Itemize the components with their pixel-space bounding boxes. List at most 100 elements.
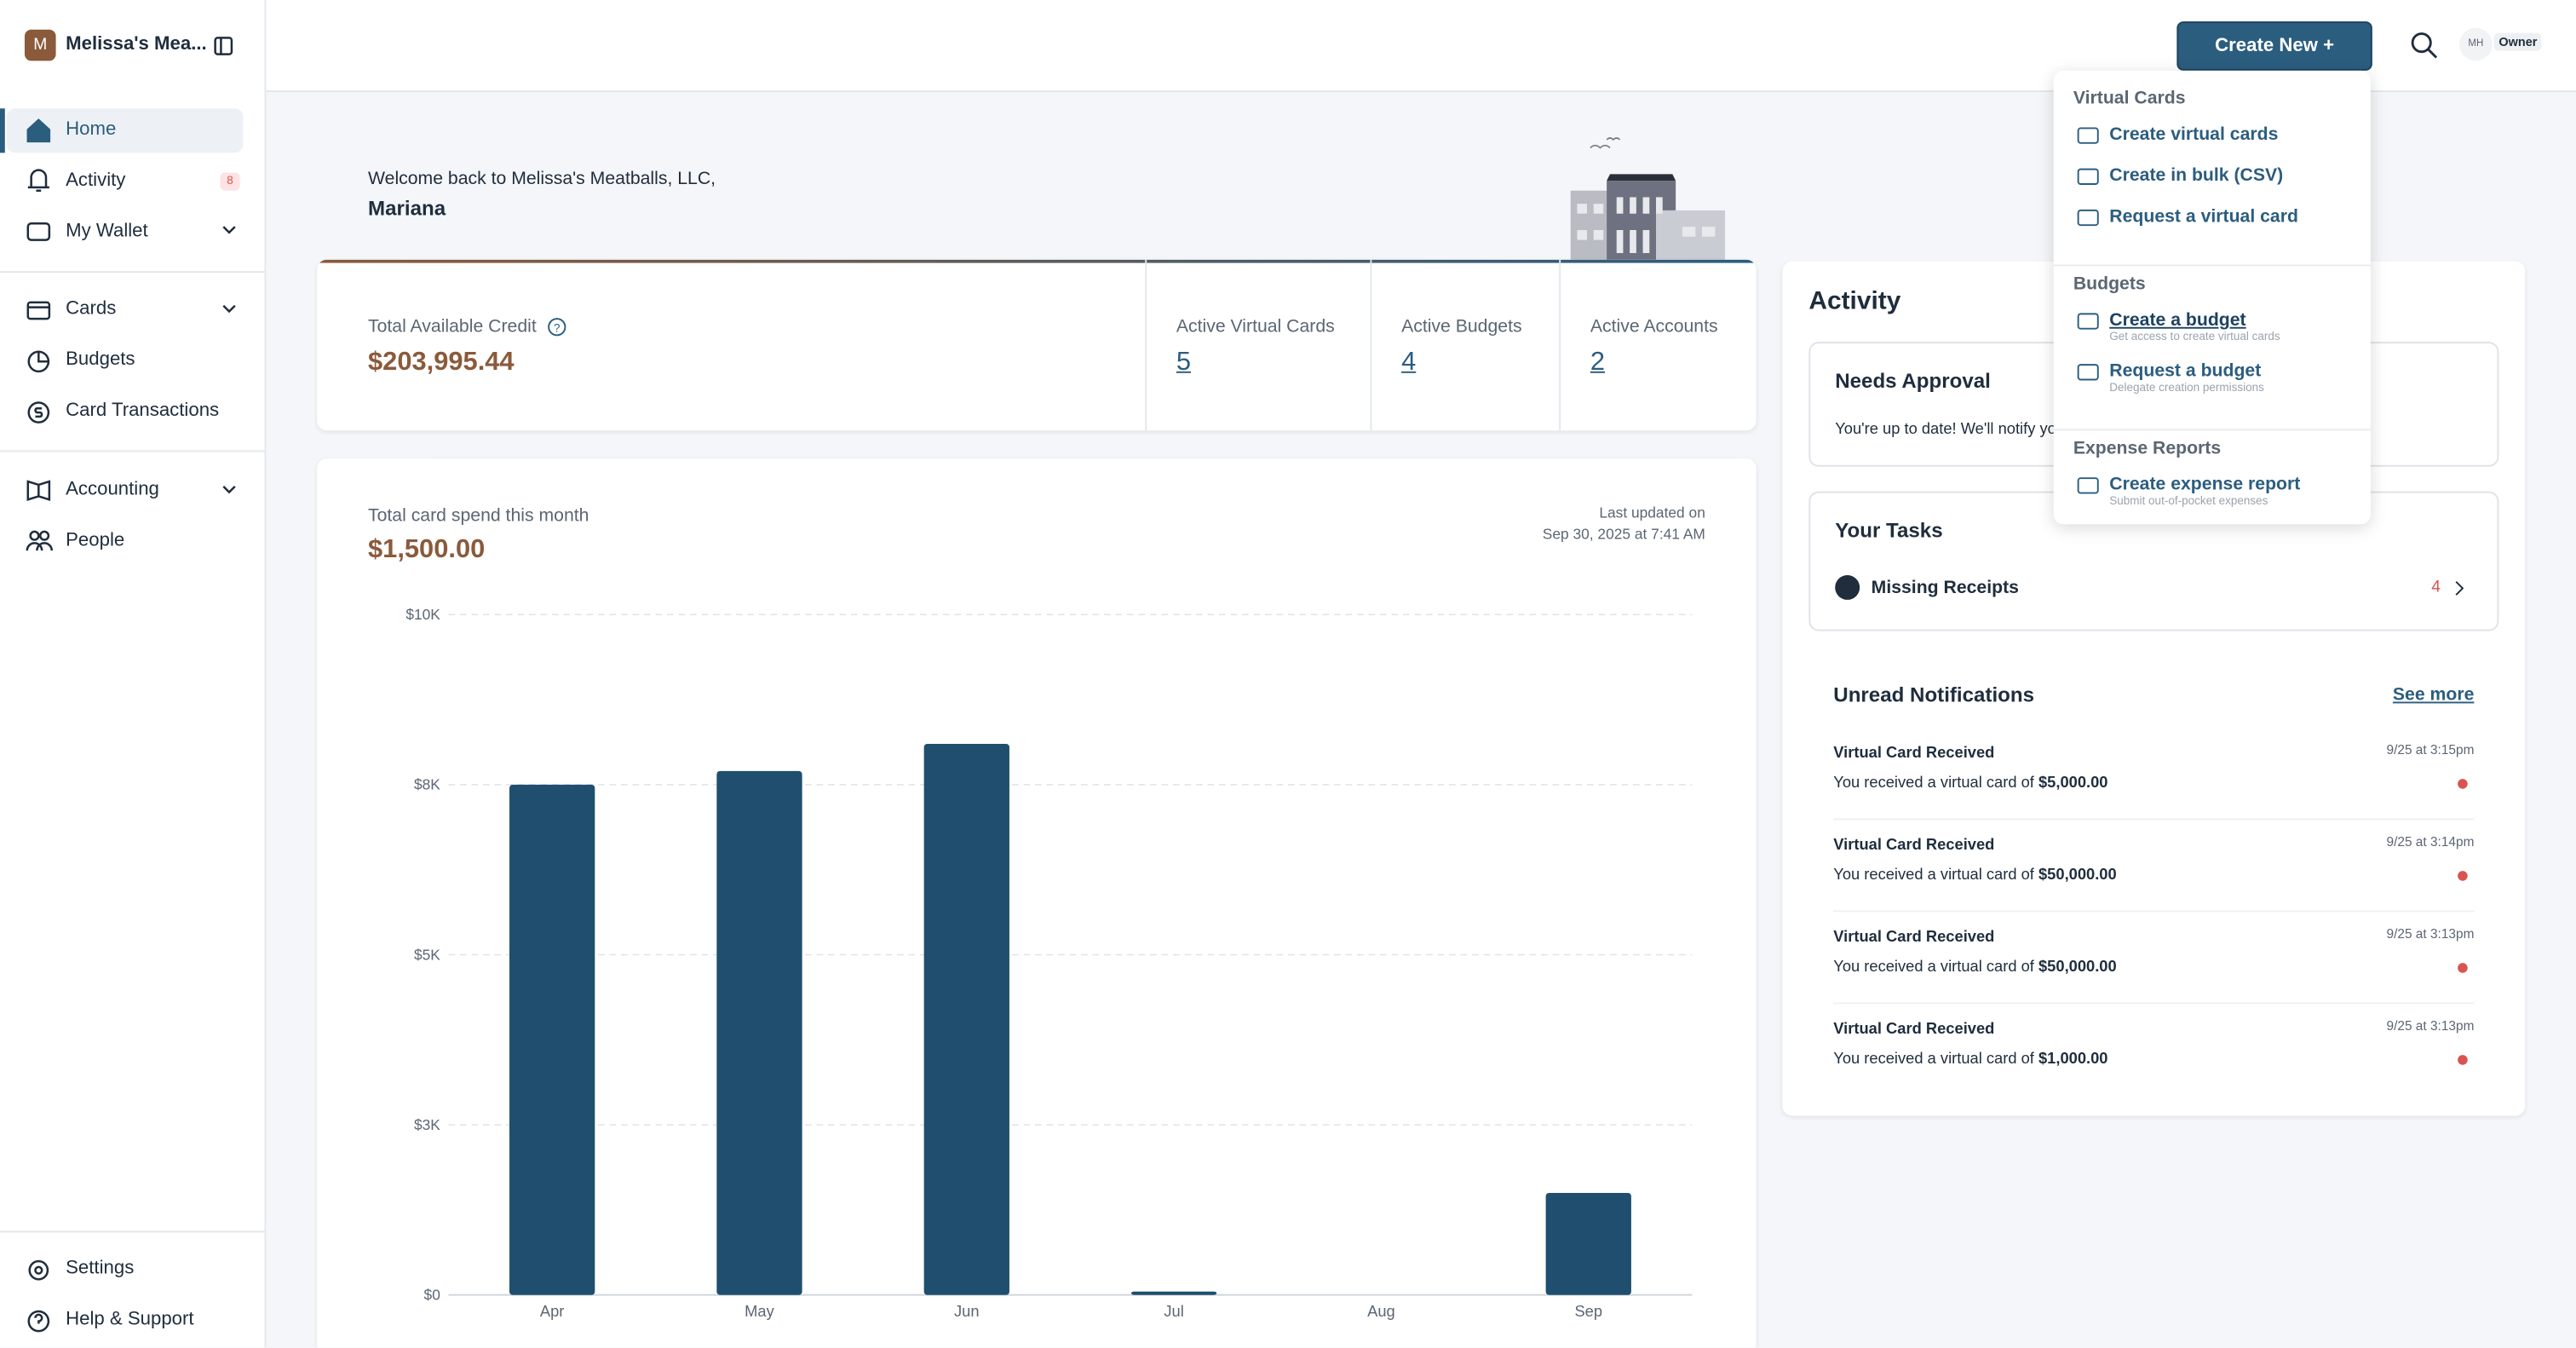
divider bbox=[1833, 818, 2475, 821]
summary-card: Total Available Credit ? $203,995.44 Act… bbox=[317, 259, 1757, 431]
nav-accounting[interactable]: Accounting bbox=[66, 480, 159, 500]
menu-item[interactable]: Create virtual cards bbox=[2109, 124, 2279, 145]
item-icon bbox=[2077, 168, 2099, 185]
nav-transactions[interactable]: Card Transactions bbox=[66, 400, 220, 421]
stat-value[interactable]: 4 bbox=[1401, 348, 1417, 377]
notification-date: 9/25 at 3:14pm bbox=[2386, 834, 2475, 850]
x-tick-label: Jun bbox=[954, 1302, 980, 1320]
menu-item-sub: Submit out-of-pocket expenses bbox=[2109, 496, 2268, 508]
text: You received a virtual card of bbox=[1833, 774, 2034, 792]
credit-value: $203,995.44 bbox=[367, 348, 515, 377]
divider bbox=[2053, 429, 2371, 431]
task-count: 4 bbox=[2431, 578, 2441, 597]
menu-item[interactable]: Create expense report bbox=[2109, 475, 2301, 495]
stat-label: Active Accounts bbox=[1590, 317, 1718, 337]
amount: $50,000.00 bbox=[2038, 866, 2117, 884]
item-icon bbox=[2077, 127, 2099, 144]
notification-title: Virtual Card Received bbox=[1833, 1020, 1995, 1039]
menu-item[interactable]: Request a virtual card bbox=[2109, 206, 2298, 228]
greeting: Welcome back to Melissa's Meatballs, LLC… bbox=[367, 169, 716, 189]
credit-label: Total Available Credit bbox=[367, 317, 537, 337]
x-tick-label: Jul bbox=[1164, 1302, 1183, 1320]
stat-label: Active Budgets bbox=[1401, 317, 1522, 337]
nav-cards[interactable]: Cards bbox=[66, 298, 117, 320]
amount: $5,000.00 bbox=[2038, 774, 2108, 792]
x-tick-label: Aug bbox=[1367, 1302, 1395, 1320]
annotation: Sep 30, 2025 at 7:41 AM bbox=[1542, 526, 1705, 543]
section-text: You're up to date! We'll notify yo bbox=[1835, 420, 2056, 439]
divider bbox=[1370, 259, 1372, 431]
see-more[interactable]: See more bbox=[2392, 685, 2475, 706]
bar bbox=[716, 770, 802, 1295]
notification-date: 9/25 at 3:13pm bbox=[2386, 926, 2475, 942]
divider bbox=[1559, 259, 1561, 431]
task-item[interactable]: Missing Receipts bbox=[1871, 578, 2019, 598]
chart-card: Total card spend this month $1,500.00 La… bbox=[317, 458, 1757, 1348]
item-icon bbox=[2077, 209, 2099, 227]
nav-wallet[interactable]: My Wallet bbox=[66, 222, 148, 242]
nav-budgets[interactable]: Budgets bbox=[66, 349, 135, 370]
stat-value[interactable]: 5 bbox=[1176, 348, 1192, 377]
y-tick-label: $5K bbox=[414, 946, 440, 963]
menu-item[interactable]: Request a budget bbox=[2109, 361, 2262, 382]
item-icon bbox=[2077, 477, 2099, 494]
nav-people[interactable]: People bbox=[66, 530, 125, 551]
menu-item[interactable]: Create in bulk (CSV) bbox=[2109, 165, 2284, 186]
info-icon[interactable]: ? bbox=[547, 317, 566, 337]
chart-title: Total card spend this month bbox=[367, 505, 589, 527]
divider bbox=[2053, 264, 2371, 267]
org-name[interactable]: Melissa's Mea... bbox=[66, 34, 207, 55]
notification-title: Virtual Card Received bbox=[1833, 928, 1995, 947]
divider bbox=[0, 450, 265, 452]
nav-activity[interactable]: Activity bbox=[66, 170, 126, 191]
chevron[interactable] bbox=[2452, 580, 2465, 596]
nav-active-bar bbox=[0, 108, 5, 153]
section-title: Expense Reports bbox=[2073, 438, 2222, 459]
amount: $1,000.00 bbox=[2038, 1050, 2108, 1069]
notification-text: You received a virtual card of $1,000.00 bbox=[1833, 1050, 2107, 1068]
x-tick-label: May bbox=[745, 1302, 774, 1320]
menu-item-sub: Delegate creation permissions bbox=[2109, 383, 2264, 395]
notification-text: You received a virtual card of $50,000.0… bbox=[1833, 866, 2116, 884]
divider bbox=[1145, 259, 1147, 431]
nav-settings[interactable]: Settings bbox=[66, 1259, 135, 1279]
svg-text:?: ? bbox=[554, 322, 561, 335]
section-title: Virtual Cards bbox=[2073, 89, 2186, 109]
search-icon[interactable] bbox=[2410, 32, 2440, 61]
user-name: Mariana bbox=[367, 197, 446, 221]
notification-title: Virtual Card Received bbox=[1833, 836, 1995, 855]
activity-title: Activity bbox=[1808, 287, 1901, 316]
nav-help[interactable]: Help & Support bbox=[66, 1310, 194, 1330]
divider bbox=[1833, 1002, 2475, 1005]
create-new-button[interactable]: Create New + bbox=[2176, 21, 2372, 71]
org-avatar: M bbox=[24, 29, 56, 61]
unread-dot bbox=[2458, 871, 2468, 881]
y-tick-label: $10K bbox=[405, 606, 440, 623]
text: You received a virtual card of bbox=[1833, 958, 2034, 976]
menu-item[interactable]: Create a budget bbox=[2109, 310, 2246, 331]
notification-text: You received a virtual card of $5,000.00 bbox=[1833, 774, 2107, 792]
notification-title: Virtual Card Received bbox=[1833, 744, 1995, 763]
divider bbox=[0, 1230, 265, 1233]
accent bbox=[317, 259, 1757, 263]
stat-value[interactable]: 2 bbox=[1590, 348, 1606, 377]
nav-home[interactable]: Home bbox=[66, 119, 117, 140]
receipt-icon bbox=[1835, 574, 1860, 600]
section-title: Your Tasks bbox=[1835, 519, 1943, 543]
nav-icons bbox=[26, 118, 236, 1333]
role-badge: Owner bbox=[2493, 32, 2543, 51]
y-tick-label: $8K bbox=[414, 776, 440, 793]
amount: $50,000.00 bbox=[2038, 958, 2117, 976]
divider bbox=[1833, 910, 2475, 913]
unread-dot bbox=[2458, 1055, 2468, 1065]
notifications-title: Unread Notifications bbox=[1833, 683, 2035, 707]
divider bbox=[0, 271, 265, 274]
collapse-icon[interactable] bbox=[214, 36, 233, 55]
building-illustration bbox=[1570, 137, 1725, 263]
user-avatar[interactable]: MH bbox=[2459, 27, 2493, 61]
annotation: Last updated on bbox=[1599, 504, 1705, 521]
notification-text: You received a virtual card of $50,000.0… bbox=[1833, 958, 2116, 976]
section-title: Needs Approval bbox=[1835, 369, 1991, 393]
bar-chart: $0 $3K $5K $8K $10K Apr May Jun Jul Aug Sep bbox=[405, 606, 1693, 1320]
